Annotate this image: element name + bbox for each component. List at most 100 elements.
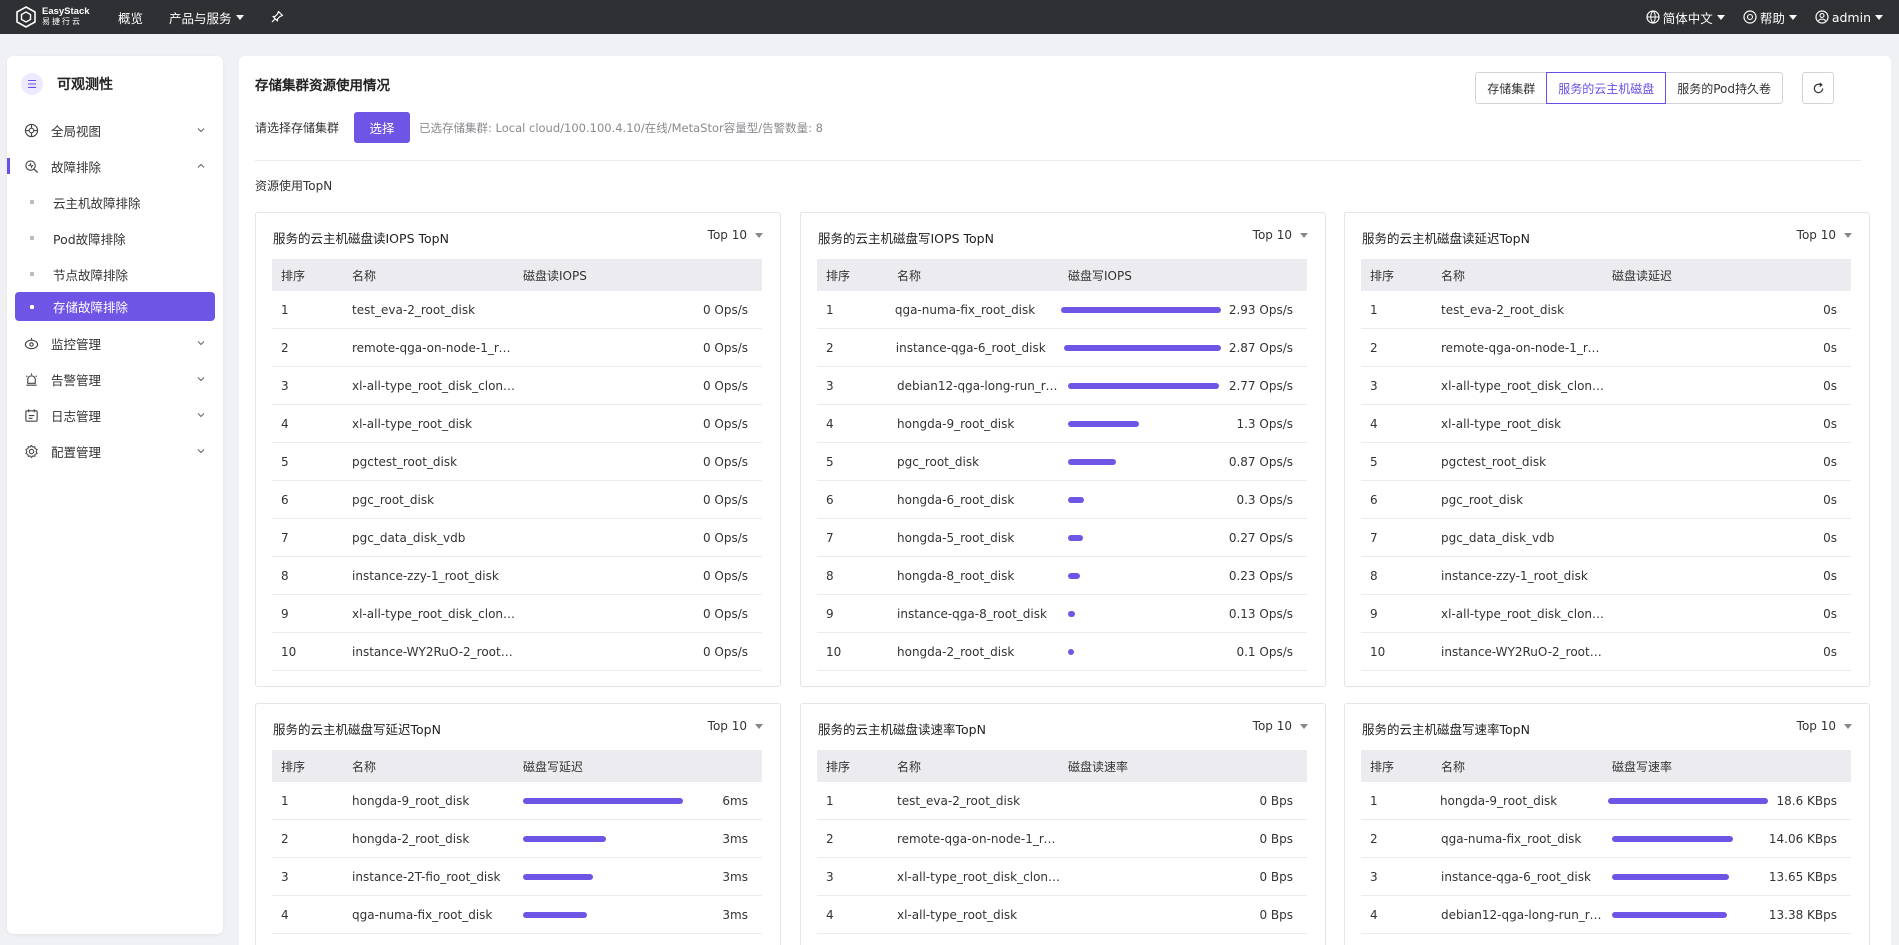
table-row[interactable]: 3 instance-2T-fio_root_disk 3ms xyxy=(272,858,762,896)
sidebar-subitem-label: 节点故障排除 xyxy=(53,267,129,283)
table-row[interactable]: 1 test_eva-2_root_disk 0s xyxy=(1361,291,1851,329)
table-row[interactable]: 2 qga-numa-fix_root_disk 14.06 KBps xyxy=(1361,820,1851,858)
language-dropdown[interactable]: 简体中文 xyxy=(1646,8,1725,27)
brand-logo[interactable]: EasyStack 易捷行云 xyxy=(14,5,92,29)
row-value: 1.3 Ops/s xyxy=(1236,416,1293,431)
select-cluster-button[interactable]: 选择 xyxy=(354,112,411,143)
sidebar-item-troubleshooting[interactable]: 故障排除 xyxy=(7,148,223,184)
table-row[interactable]: 10 hongda-2_root_disk 0.1 Ops/s xyxy=(817,633,1307,671)
sidebar-item-label: 配置管理 xyxy=(51,444,102,460)
sidebar-subitem-vm-troubleshooting[interactable]: 云主机故障排除 xyxy=(7,184,223,220)
table-row[interactable]: 1 hongda-9_root_disk 18.6 KBps xyxy=(1361,782,1851,820)
table-row[interactable]: 7 pgc_data_disk_vdb 0s xyxy=(1361,519,1851,557)
table-row[interactable]: 5 pgc_root_disk 0.87 Ops/s xyxy=(817,443,1307,481)
row-value: 0.13 Ops/s xyxy=(1228,606,1293,621)
sidebar-subitem-label: 存储故障排除 xyxy=(53,300,129,315)
table-row[interactable]: 6 pgc_root_disk 0s xyxy=(1361,481,1851,519)
topn-select[interactable]: Top 10 xyxy=(1797,228,1852,242)
table-row[interactable]: 2 hongda-2_root_disk 3ms xyxy=(272,820,762,858)
table-row[interactable]: 4 hongda-9_root_disk 1.3 Ops/s xyxy=(817,405,1307,443)
table-row[interactable]: 8 hongda-8_root_disk 0.23 Ops/s xyxy=(817,557,1307,595)
refresh-icon xyxy=(1813,82,1823,93)
row-value: 18.6 KBps xyxy=(1776,793,1837,808)
row-rank: 1 xyxy=(1370,793,1378,808)
table-row[interactable]: 1 qga-numa-fix_root_disk 2.93 Ops/s xyxy=(817,291,1307,329)
table-row[interactable]: 8 instance-zzy-1_root_disk 0s xyxy=(1361,557,1851,595)
table-row[interactable]: 1 test_eva-2_root_disk 0 Bps xyxy=(817,782,1307,820)
table-row[interactable]: 4 qga-numa-fix_root_disk 3ms xyxy=(272,896,762,934)
log-icon xyxy=(25,408,38,422)
topn-select[interactable]: Top 10 xyxy=(1253,228,1308,242)
row-rank: 4 xyxy=(1370,416,1378,431)
pin-button[interactable] xyxy=(270,10,284,24)
row-metric: 2.93 Ops/s xyxy=(1060,303,1307,317)
table-row[interactable]: 2 remote-qga-on-node-1_root_disk 0 Ops/s xyxy=(272,329,762,367)
topn-select-value: Top 10 xyxy=(1796,228,1836,242)
table-row[interactable]: 4 debian12-qga-long-run_root_disk 13.38 KB… xyxy=(1361,896,1851,934)
easystack-logo-icon xyxy=(16,6,36,28)
row-value: 0.87 Ops/s xyxy=(1228,454,1293,469)
table-row[interactable]: 3 xl-all-type_root_disk_clone-1 0 Ops/s xyxy=(272,367,762,405)
table-row[interactable]: 3 xl-all-type_root_disk_clone-1 0 Bps xyxy=(817,858,1307,896)
main-panel: 存储集群资源使用情况 存储集群 服务的云主机磁盘 服务的Pod持久卷 请选择存储… xyxy=(239,56,1891,945)
table-row[interactable]: 9 instance-qga-8_root_disk 0.13 Ops/s xyxy=(817,595,1307,633)
row-metric: 0 Ops/s xyxy=(523,493,762,507)
user-label: admin xyxy=(1831,9,1871,25)
sidebar-item-logs[interactable]: 日志管理 xyxy=(7,397,223,433)
nav-overview[interactable]: 概览 xyxy=(118,8,143,27)
tab-vm-disks[interactable]: 服务的云主机磁盘 xyxy=(1546,72,1667,104)
row-name: pgc_data_disk_vdb xyxy=(352,530,466,545)
global-view-icon xyxy=(24,123,39,137)
table-row[interactable]: 10 instance-WY2RuO-2_root_disk 0s xyxy=(1361,633,1851,671)
row-value: 0.27 Ops/s xyxy=(1228,530,1293,545)
menu-icon[interactable]: ☰ xyxy=(21,73,43,95)
sidebar-item-monitoring[interactable]: 监控管理 xyxy=(7,325,223,361)
table-row[interactable]: 1 hongda-9_root_disk 6ms xyxy=(272,782,762,820)
table-row[interactable]: 3 debian12-qga-long-run_root_disk 2.77 Ops… xyxy=(817,367,1307,405)
table-row[interactable]: 2 remote-qga-on-node-1_root_disk 0s xyxy=(1361,329,1851,367)
table-row[interactable]: 4 xl-all-type_root_disk 0s xyxy=(1361,405,1851,443)
table-row[interactable]: 2 instance-qga-6_root_disk 2.87 Ops/s xyxy=(817,329,1307,367)
topn-select[interactable]: Top 10 xyxy=(1253,719,1308,733)
nav-products-dropdown[interactable]: 产品与服务 xyxy=(169,8,244,27)
table-row[interactable]: 9 xl-all-type_root_disk_clone-2 0s xyxy=(1361,595,1851,633)
row-rank: 2 xyxy=(281,340,289,355)
table-row[interactable]: 9 xl-all-type_root_disk_clone-2 0 Ops/s xyxy=(272,595,762,633)
row-metric: 0s xyxy=(1612,607,1851,621)
row-value: 13.38 KBps xyxy=(1768,907,1837,922)
table-row[interactable]: 7 hongda-5_root_disk 0.27 Ops/s xyxy=(817,519,1307,557)
topn-select[interactable]: Top 10 xyxy=(1797,719,1852,733)
topn-select[interactable]: Top 10 xyxy=(708,719,763,733)
table-row[interactable]: 7 pgc_data_disk_vdb 0 Ops/s xyxy=(272,519,762,557)
table-row[interactable]: 10 instance-WY2RuO-2_root_disk 0 Ops/s xyxy=(272,633,762,671)
sidebar-item-global-view[interactable]: 全局视图 xyxy=(7,112,223,148)
tab-pod-volumes[interactable]: 服务的Pod持久卷 xyxy=(1665,72,1783,104)
table-row[interactable]: 6 hongda-6_root_disk 0.3 Ops/s xyxy=(817,481,1307,519)
table-row[interactable]: 8 instance-zzy-1_root_disk 0 Ops/s xyxy=(272,557,762,595)
sidebar-item-config[interactable]: 配置管理 xyxy=(7,433,223,469)
user-dropdown[interactable]: admin xyxy=(1815,10,1883,25)
refresh-button[interactable] xyxy=(1802,72,1834,104)
row-rank: 10 xyxy=(1370,644,1386,659)
sidebar-subitem-node-troubleshooting[interactable]: 节点故障排除 xyxy=(7,256,223,292)
table-row[interactable]: 3 xl-all-type_root_disk_clone-1 0s xyxy=(1361,367,1851,405)
table-row[interactable]: 4 xl-all-type_root_disk 0 Bps xyxy=(817,896,1307,934)
row-value: 0s xyxy=(1823,454,1837,469)
table-row[interactable]: 1 test_eva-2_root_disk 0 Ops/s xyxy=(272,291,762,329)
table-row[interactable]: 5 pgctest_root_disk 0 Ops/s xyxy=(272,443,762,481)
table-row[interactable]: 2 remote-qga-on-node-1_root_disk 0 Bps xyxy=(817,820,1307,858)
table-row[interactable]: 5 pgctest_root_disk 0s xyxy=(1361,443,1851,481)
sidebar-subitem-storage-troubleshooting[interactable]: 存储故障排除 xyxy=(15,292,215,321)
brand-name: EasyStack xyxy=(42,6,90,17)
table-row[interactable]: 3 instance-qga-6_root_disk 13.65 KBps xyxy=(1361,858,1851,896)
tab-storage-cluster[interactable]: 存储集群 xyxy=(1475,72,1548,104)
table-row[interactable]: 6 pgc_root_disk 0 Ops/s xyxy=(272,481,762,519)
table-row[interactable]: 4 xl-all-type_root_disk 0 Ops/s xyxy=(272,405,762,443)
sidebar-subitem-pod-troubleshooting[interactable]: Pod故障排除 xyxy=(7,220,223,256)
help-dropdown[interactable]: 帮助 xyxy=(1743,8,1797,27)
alarm-icon xyxy=(25,372,38,386)
row-rank: 1 xyxy=(281,302,289,317)
topn-select[interactable]: Top 10 xyxy=(708,228,763,242)
row-rank: 9 xyxy=(826,606,834,621)
sidebar-item-alerts[interactable]: 告警管理 xyxy=(7,361,223,397)
